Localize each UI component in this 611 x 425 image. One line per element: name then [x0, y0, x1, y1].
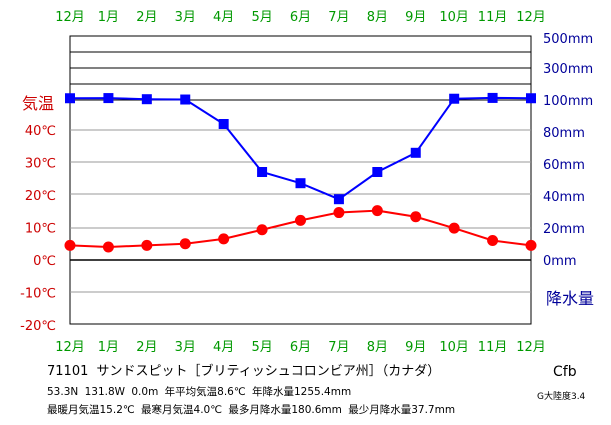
- month-label-top: 3月: [175, 10, 196, 25]
- climate-chart: 12月 1月 2月 3月 4月 5月 6月 7月 8月 9月 10月 11月 12月 12月 1月 2月 3月…: [20, 10, 594, 355]
- precipitation-point: [410, 147, 421, 158]
- month-label-bottom: 8月: [367, 340, 388, 355]
- month-label-bottom: 5月: [251, 340, 272, 355]
- station-stats-line-1: 53.3N 131.8W 0.0m 年平均気温8.6℃ 年降水量1255.4mm: [47, 384, 354, 399]
- month-label-top: 11月: [478, 10, 508, 25]
- temperature-axis-label: 気温: [22, 94, 54, 113]
- month-label-top: 8月: [367, 10, 388, 25]
- month-label-bottom: 12月: [516, 340, 546, 355]
- top-month-labels: 12月 1月 2月 3月 4月 5月 6月 7月 8月 9月 10月 11月 12月: [55, 10, 546, 25]
- precipitation-tick-labels: 500mm 300mm 100mm 80mm 60mm 40mm 20mm 0mm: [543, 32, 593, 269]
- temperature-point: [487, 235, 499, 246]
- month-label-bottom: 12月: [55, 340, 85, 355]
- precipitation-tick-label: 0mm: [543, 254, 577, 269]
- station-name: サンドスピット［ブリティッシュコロンビア州］（カナダ）: [96, 364, 441, 379]
- latitude: 53.3N: [47, 386, 79, 398]
- precipitation-tick-label: 80mm: [543, 126, 585, 141]
- elevation: 0.0m: [131, 386, 159, 398]
- month-label-bottom: 2月: [136, 340, 157, 355]
- temperature-series: [64, 205, 537, 253]
- month-label-top: 6月: [290, 10, 311, 25]
- warmest-month-temperature: 最暖月気温15.2℃: [47, 404, 135, 416]
- temperature-point: [410, 211, 422, 223]
- temperature-tick-label: -10℃: [20, 287, 56, 302]
- bottom-month-labels: 12月 1月 2月 3月 4月 5月 6月 7月 8月 9月 10月 11月 12月: [55, 340, 546, 355]
- precipitation-point: [257, 167, 268, 177]
- precipitation-point: [141, 94, 152, 105]
- precipitation-tick-label: 60mm: [543, 158, 585, 173]
- month-label-bottom: 6月: [290, 340, 311, 355]
- precipitation-tick-label: 500mm: [543, 32, 593, 47]
- precipitation-point: [333, 194, 344, 205]
- month-label-bottom: 10月: [439, 340, 469, 355]
- coldest-month-temperature: 最寒月気温4.0℃: [141, 404, 223, 416]
- longitude: 131.8W: [84, 386, 126, 398]
- continentality-index: G大陸度3.4: [537, 392, 586, 402]
- temperature-point: [102, 241, 114, 253]
- month-label-top: 9月: [405, 10, 426, 25]
- temperature-point: [218, 233, 230, 245]
- station-line: 71101 サンドスピット［ブリティッシュコロンビア州］（カナダ）: [47, 360, 444, 379]
- month-label-top: 5月: [251, 10, 272, 25]
- annual-precipitation: 年降水量1255.4mm: [252, 386, 352, 398]
- temperature-tick-label: 30℃: [25, 157, 56, 172]
- temperature-tick-labels: 40℃ 30℃ 20℃ 10℃ 0℃ -10℃ -20℃: [20, 124, 56, 334]
- annual-mean-temperature: 年平均気温8.6℃: [164, 386, 246, 398]
- temperature-point: [256, 224, 268, 236]
- month-label-top: 12月: [516, 10, 546, 25]
- precipitation-point: [372, 167, 383, 177]
- temperature-point: [141, 239, 153, 251]
- temperature-point: [371, 205, 383, 217]
- precipitation-point: [526, 93, 536, 104]
- temperature-point: [448, 222, 460, 234]
- precipitation-point: [487, 92, 498, 103]
- precipitation-series: [65, 92, 536, 205]
- precipitation-point: [449, 93, 460, 104]
- month-label-bottom: 9月: [405, 340, 426, 355]
- month-label-bottom: 4月: [213, 340, 234, 355]
- precipitation-point: [65, 93, 75, 104]
- precipitation-tick-label: 20mm: [543, 222, 585, 237]
- temperature-point: [333, 207, 345, 219]
- precipitation-point: [180, 94, 191, 105]
- temperature-tick-label: 40℃: [25, 124, 56, 139]
- month-label-top: 10月: [439, 10, 469, 25]
- climate-classification: Cfb: [553, 364, 577, 380]
- month-label-top: 1月: [98, 10, 119, 25]
- temperature-tick-label: 10℃: [25, 222, 56, 237]
- month-label-bottom: 1月: [98, 340, 119, 355]
- month-label-bottom: 3月: [175, 340, 196, 355]
- temperature-point: [179, 238, 191, 250]
- month-label-top: 2月: [136, 10, 157, 25]
- month-label-top: 4月: [213, 10, 234, 25]
- month-label-top: 7月: [328, 10, 349, 25]
- temperature-point: [525, 239, 537, 251]
- temperature-tick-label: -20℃: [20, 319, 56, 334]
- precipitation-point: [103, 93, 114, 104]
- precipitation-point: [295, 178, 306, 189]
- precipitation-tick-label: 100mm: [543, 94, 593, 109]
- temperature-tick-label: 20℃: [25, 189, 56, 204]
- precipitation-tick-label: 300mm: [543, 62, 593, 77]
- station-stats-line-2: 最暖月気温15.2℃ 最寒月気温4.0℃ 最多月降水量180.6mm 最少月降水…: [47, 402, 458, 417]
- station-id: 71101: [47, 364, 89, 379]
- month-label-top: 12月: [55, 10, 85, 25]
- precipitation-axis-label: 降水量: [546, 289, 594, 308]
- month-label-bottom: 11月: [478, 340, 508, 355]
- temperature-tick-label: 0℃: [33, 254, 56, 269]
- precipitation-point: [218, 119, 229, 129]
- wettest-month-precipitation: 最多月降水量180.6mm: [228, 404, 342, 416]
- driest-month-precipitation: 最少月降水量37.7mm: [348, 404, 456, 416]
- precipitation-tick-label: 40mm: [543, 190, 585, 205]
- month-label-bottom: 7月: [328, 340, 349, 355]
- temperature-point: [64, 239, 76, 251]
- temperature-point: [295, 214, 306, 226]
